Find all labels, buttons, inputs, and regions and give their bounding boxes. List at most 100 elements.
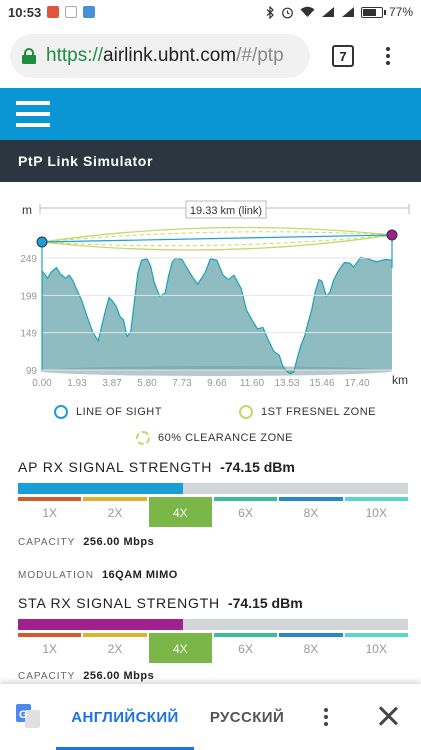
- ap-scale-stripe: [213, 497, 278, 501]
- x-tick-label: 1.93: [67, 378, 87, 389]
- sta-signal-title: STA RX SIGNAL STRENGTH: [18, 595, 220, 611]
- status-time: 10:53: [8, 4, 42, 20]
- y-tick-label: 249: [20, 254, 37, 265]
- ap-scale-stripe: [83, 497, 147, 501]
- translate-menu-button[interactable]: [324, 708, 328, 726]
- sta-scale-stripe: [18, 633, 82, 637]
- fresnel-zone-swatch: [239, 405, 253, 419]
- legend-fresnel-zone[interactable]: 1ST FRESNEL ZONE: [239, 405, 376, 419]
- translate-bar: G АНГЛИЙСКИЙ РУССКИЙ: [0, 684, 421, 750]
- battery-percent: 77%: [388, 5, 413, 19]
- x-tick-label: 0.00: [32, 378, 52, 389]
- bluetooth-icon: [266, 5, 274, 19]
- sta-scale-6x: 6X: [213, 633, 278, 663]
- legend-clearance-zone-label: 60% CLEARANCE ZONE: [158, 432, 293, 444]
- y-tick-label: 149: [20, 329, 37, 340]
- legend-line-of-sight[interactable]: LINE OF SIGHT: [54, 405, 162, 419]
- y-axis-unit: m: [22, 203, 32, 217]
- link-distance-label: 19.33 km (link): [190, 205, 262, 217]
- sta-endpoint: [386, 229, 398, 241]
- sta-signal-section: STA RX SIGNAL STRENGTH -74.15 dBm 1X 2X 4X…: [18, 595, 408, 682]
- sta-signal-bar: [18, 619, 408, 630]
- sta-signal-bar-fill: [18, 619, 183, 630]
- alarm-icon: [282, 7, 293, 18]
- hamburger-menu-icon[interactable]: [16, 101, 50, 127]
- tab-source-language[interactable]: АНГЛИЙСКИЙ: [71, 708, 179, 726]
- ap-signal-value: -74.15 dBm: [220, 459, 295, 475]
- sta-scale-stripe: [279, 633, 343, 637]
- google-translate-icon[interactable]: G: [16, 704, 40, 728]
- sta-signal-value: -74.15 dBm: [227, 595, 303, 611]
- page-title: PtP Link Simulator: [18, 153, 154, 169]
- url-host: airlink.ubnt.com: [103, 45, 237, 66]
- link-profile-svg[interactable]: 19.33 km (link) m km 249 199 149 990.00 1.93 3.8…: [0, 182, 421, 392]
- sta-scale-label: 10X: [365, 642, 387, 656]
- sta-capacity-value: 256.00 Mbps: [83, 670, 155, 682]
- x-tick-label: 5.80: [137, 378, 157, 389]
- ap-scale-2x: 2X: [83, 497, 147, 527]
- ap-scale-4x: 4X: [148, 497, 212, 527]
- url-text[interactable]: https://airlink.ubnt.com/#/ptp: [46, 45, 284, 67]
- browser-menu-button[interactable]: [380, 41, 396, 71]
- sta-scale-10x: 10X: [344, 633, 408, 663]
- sta-scale-stripe: [83, 633, 147, 637]
- ap-signal-bar-fill: [18, 483, 183, 494]
- calendar-app-icon: [65, 6, 78, 18]
- ap-signal-title-row: AP RX SIGNAL STRENGTH -74.15 dBm: [18, 459, 408, 475]
- link-profile-chart[interactable]: 19.33 km (link) m km 249 199 149 99 0.00 1.93 3.8…: [0, 182, 421, 392]
- clearance-zone-swatch: [136, 431, 150, 445]
- line-of-sight: [41, 234, 393, 243]
- tab-switcher-button[interactable]: 7: [332, 45, 354, 67]
- ap-scale-stripe: [279, 497, 343, 501]
- sta-scale-4x: 4X: [148, 633, 212, 663]
- x-tick-label: 17.40: [345, 378, 370, 389]
- x-axis-unit: km: [392, 373, 408, 387]
- ap-capacity: CAPACITY 256.00 Mbps: [18, 536, 408, 548]
- x-tick-label: 9.66: [207, 378, 227, 389]
- notification-app-icon: [47, 6, 60, 18]
- ap-scale-label: 10X: [365, 506, 387, 520]
- url-bar[interactable]: https://airlink.ubnt.com/#/ptp: [10, 34, 310, 78]
- ap-scale-label: 2X: [107, 506, 123, 520]
- battery-fill: [362, 8, 377, 16]
- status-right: 77%: [266, 5, 413, 19]
- url-path: /#/ptp: [236, 45, 284, 66]
- x-tick-label: 13.53: [274, 378, 299, 389]
- signal-2-icon: [341, 7, 354, 17]
- terrain-base-shadow: [40, 366, 392, 376]
- ap-scale-label: 6X: [238, 506, 253, 520]
- ap-capacity-label: CAPACITY: [18, 537, 76, 548]
- sta-scale-stripe: [344, 633, 408, 637]
- tab-target-language[interactable]: РУССКИЙ: [209, 708, 285, 726]
- sta-scale-label: 1X: [42, 642, 57, 656]
- ap-multiplier-scale: 1X 2X 4X 6X 8X 10X: [18, 497, 408, 527]
- ap-modulation: MODULATION 16QAM MIMO: [18, 569, 408, 581]
- ap-scale-1x: 1X: [18, 497, 82, 527]
- ap-scale-stripe: [18, 497, 82, 501]
- status-bar: 10:53 77%: [0, 0, 421, 24]
- sta-scale-label: 2X: [107, 642, 123, 656]
- sta-scale-label: 6X: [238, 642, 253, 656]
- x-tick-label: 3.87: [102, 378, 122, 389]
- ap-signal-section: AP RX SIGNAL STRENGTH -74.15 dBm 1X 2X 4X 6…: [18, 459, 408, 581]
- ap-scale-stripe: [148, 497, 212, 501]
- sta-scale-2x: 2X: [83, 633, 147, 663]
- sta-scale-label: 8X: [303, 642, 319, 656]
- legend-clearance-zone[interactable]: 60% CLEARANCE ZONE: [136, 431, 293, 445]
- legend-fresnel-zone-label: 1ST FRESNEL ZONE: [261, 406, 376, 418]
- active-tab-indicator: [56, 747, 194, 750]
- svg-text:G: G: [19, 709, 28, 721]
- sta-scale-1x: 1X: [18, 633, 82, 663]
- y-tick-label: 99: [26, 366, 38, 377]
- battery-icon: [360, 6, 386, 18]
- browser-app-icon: [83, 6, 96, 18]
- sta-multiplier-scale: 1X 2X 4X 6X 8X 10X: [18, 633, 408, 663]
- chart-legend: LINE OF SIGHT 1ST FRESNEL ZONE 60% CLEAR…: [0, 396, 421, 456]
- y-tick-label: 199: [20, 291, 37, 302]
- site-header: [0, 88, 421, 140]
- close-icon[interactable]: [378, 706, 398, 726]
- x-tick-label: 11.60: [240, 378, 265, 389]
- ap-scale-8x: 8X: [279, 497, 343, 527]
- lock-icon[interactable]: [22, 48, 36, 64]
- ap-modulation-label: MODULATION: [18, 570, 94, 581]
